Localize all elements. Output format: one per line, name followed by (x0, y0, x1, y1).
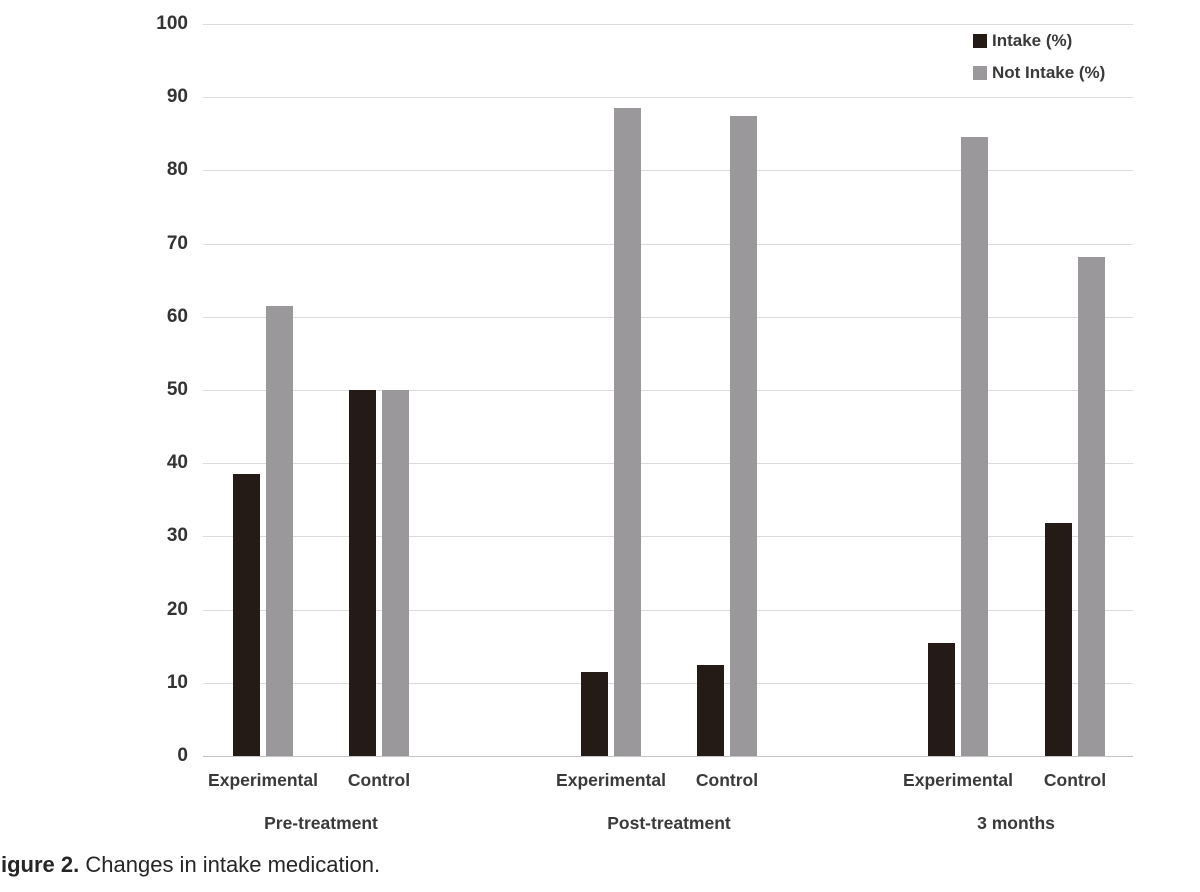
x-axis-line (203, 756, 1133, 757)
gridline-30 (203, 536, 1133, 538)
y-tick-label-70: 70 (166, 232, 188, 254)
bar-not-intake-3-months-control (1078, 256, 1105, 756)
gridline-90 (203, 97, 1133, 99)
y-tick-label-80: 80 (166, 159, 188, 181)
legend-swatch-intake (973, 34, 987, 48)
gridline-10 (203, 682, 1133, 684)
figure-caption-label: igure 2. (1, 852, 80, 877)
gridline-100 (203, 24, 1133, 25)
category-label-post-treatment-control: Control (695, 770, 759, 790)
category-label-3-months-experimental: Experimental (903, 770, 1013, 790)
legend-swatch-not-intake (973, 66, 987, 80)
category-label-3-months-control: Control (1043, 770, 1107, 790)
bar-intake-post-treatment-experimental (581, 671, 608, 756)
gridline-80 (203, 170, 1133, 172)
group-label-post-treatment: Post-treatment (607, 813, 731, 833)
bar-not-intake-post-treatment-experimental (614, 108, 641, 756)
figure-caption: igure 2. Changes in intake medication. (1, 852, 380, 878)
category-label-pre-treatment-control: Control (347, 770, 411, 790)
group-label-pre-treatment: Pre-treatment (264, 813, 378, 833)
gridline-60 (203, 316, 1133, 318)
bar-not-intake-post-treatment-control (730, 115, 757, 756)
y-tick-label-50: 50 (166, 379, 188, 400)
gridline-40 (203, 463, 1133, 465)
y-tick-label-40: 40 (166, 452, 188, 474)
gridline-50 (203, 390, 1133, 391)
group-label-3-months: 3 months (977, 813, 1055, 833)
y-tick-label-30: 30 (166, 525, 188, 547)
gridline-70 (203, 243, 1133, 245)
legend-label-not-intake: Not Intake (%) (992, 63, 1106, 82)
bar-intake-3-months-control (1045, 523, 1072, 756)
figure-caption-text: Changes in intake medication. (85, 852, 381, 877)
category-label-post-treatment-experimental: Experimental (556, 770, 666, 790)
bar-not-intake-3-months-experimental (961, 136, 988, 756)
gridline-20 (203, 609, 1133, 611)
bar-intake-pre-treatment-experimental (233, 474, 260, 756)
y-tick-label-0: 0 (177, 745, 188, 766)
y-tick-label-20: 20 (166, 598, 188, 620)
y-tick-label-100: 100 (156, 13, 188, 34)
bar-not-intake-pre-treatment-experimental (266, 305, 293, 756)
legend-label-intake: Intake (%) (992, 31, 1073, 50)
y-tick-label-10: 10 (166, 671, 188, 693)
bar-not-intake-pre-treatment-control (382, 390, 409, 756)
category-label-pre-treatment-experimental: Experimental (208, 770, 318, 790)
y-tick-label-60: 60 (166, 305, 188, 327)
bar-intake-pre-treatment-control (349, 390, 376, 756)
y-tick-label-90: 90 (166, 86, 188, 108)
bar-intake-post-treatment-control (697, 664, 724, 756)
bar-intake-3-months-experimental (928, 643, 955, 756)
intake-medication-bar-chart: 0 10 20 30 40 50 60 70 80 90 100 Experimental Contro… (156, 13, 1133, 833)
